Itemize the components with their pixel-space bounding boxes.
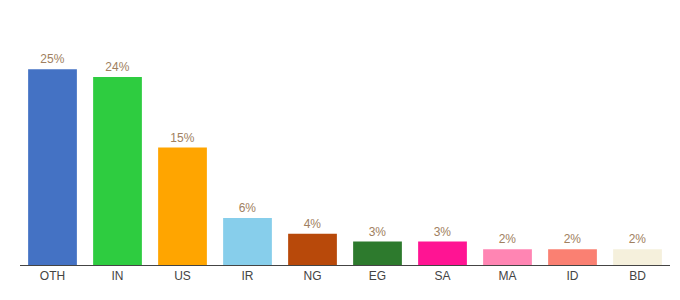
svg-text:IN: IN [112, 269, 124, 283]
svg-text:IR: IR [242, 269, 254, 283]
svg-text:SA: SA [434, 269, 450, 283]
svg-text:25%: 25% [40, 52, 64, 66]
svg-text:2%: 2% [629, 232, 647, 246]
svg-text:NG: NG [304, 269, 322, 283]
svg-text:6%: 6% [239, 201, 257, 215]
svg-text:3%: 3% [369, 225, 387, 239]
svg-text:EG: EG [369, 269, 386, 283]
svg-text:3%: 3% [434, 225, 452, 239]
svg-text:US: US [174, 269, 191, 283]
svg-text:BD: BD [629, 269, 646, 283]
svg-text:OTH: OTH [40, 269, 65, 283]
svg-text:24%: 24% [105, 60, 129, 74]
svg-text:15%: 15% [170, 131, 194, 145]
svg-text:ID: ID [567, 269, 579, 283]
svg-text:2%: 2% [564, 232, 582, 246]
svg-text:4%: 4% [304, 217, 322, 231]
svg-text:MA: MA [499, 269, 517, 283]
svg-text:2%: 2% [499, 232, 517, 246]
